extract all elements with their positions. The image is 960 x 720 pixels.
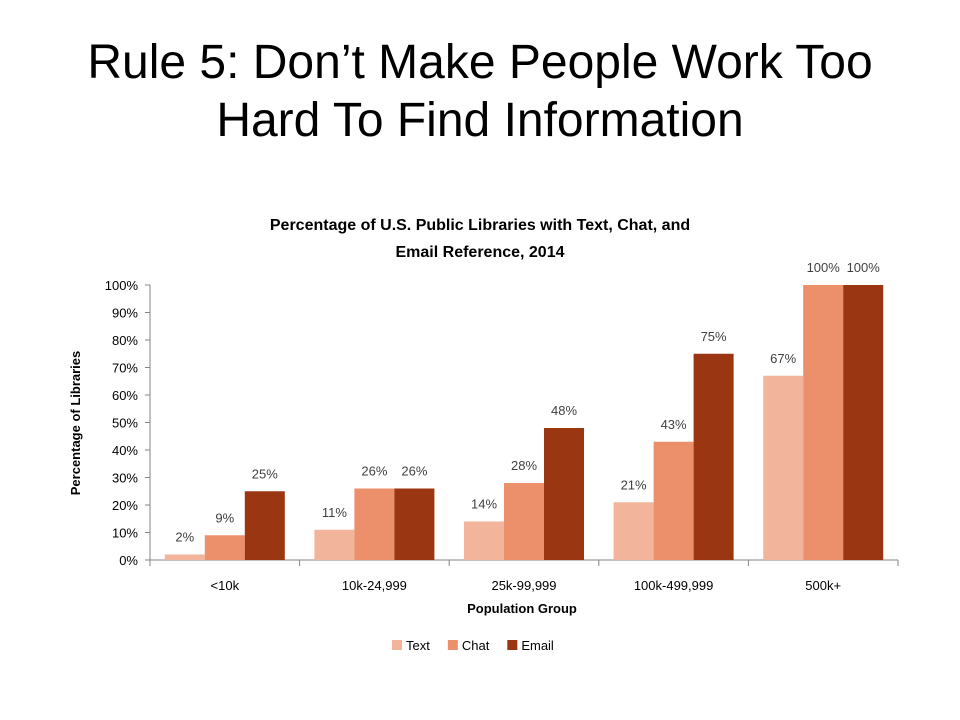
legend-label-text: Text (406, 638, 430, 653)
y-tick-label: 40% (112, 443, 138, 458)
data-label: 14% (471, 497, 497, 512)
chart-legend: Text Chat Email (392, 638, 554, 653)
y-tick-label: 30% (112, 471, 138, 486)
data-label: 48% (551, 403, 577, 418)
data-label: 21% (621, 477, 647, 492)
data-label: 26% (361, 464, 387, 479)
x-tick-label: <10k (211, 578, 240, 593)
y-tick-label: 20% (112, 498, 138, 513)
bar-chat (354, 488, 395, 560)
legend-label-email: Email (521, 638, 554, 653)
bar-email (843, 285, 884, 560)
y-axis-title: Percentage of Libraries (68, 351, 83, 496)
chart-title-line-1: Percentage of U.S. Public Libraries with… (270, 217, 690, 234)
data-label: 67% (770, 351, 796, 366)
y-tick-label: 80% (112, 333, 138, 348)
data-label: 100% (807, 260, 841, 275)
bar-email (394, 488, 435, 560)
x-tick-label: 10k-24,999 (342, 578, 407, 593)
legend-swatch-text (392, 640, 402, 650)
legend-label-chat: Chat (462, 638, 490, 653)
slide-title-line-1: Rule 5: Don’t Make People Work Too (87, 36, 873, 89)
data-label: 25% (252, 466, 278, 481)
data-label: 9% (215, 510, 234, 525)
slide-title-line-2: Hard To Find Information (216, 94, 744, 147)
y-tick-label: 50% (112, 416, 138, 431)
chart-bars (164, 285, 884, 560)
y-tick-label: 90% (112, 306, 138, 321)
legend-swatch-chat (447, 640, 458, 650)
y-tick-label: 100% (105, 278, 139, 293)
y-tick-label: 70% (112, 361, 138, 376)
data-label: 100% (847, 260, 881, 275)
y-tick-label: 0% (119, 553, 138, 568)
data-label: 28% (511, 458, 537, 473)
bar-email (544, 428, 584, 560)
x-axis-title: Population Group (467, 601, 577, 616)
bar-text (164, 554, 205, 560)
data-label: 26% (401, 464, 427, 479)
bar-text (464, 521, 504, 560)
slide-title: Rule 5: Don’t Make People Work Too Hard … (30, 34, 930, 150)
legend-swatch-email (507, 640, 518, 650)
chart-axes: 0% 10% 20% 30% 40% 50% 60% 70% 80% 90% 100% <10k 10k… (105, 278, 899, 593)
data-label: 2% (175, 530, 194, 545)
chart-title-line-2: Email Reference, 2014 (396, 244, 565, 261)
bar-chat (653, 441, 694, 560)
bar-chat (504, 483, 544, 560)
bar-text (763, 375, 804, 560)
data-label: 43% (661, 417, 687, 432)
bar-text (314, 529, 355, 560)
x-tick-label: 500k+ (805, 578, 841, 593)
y-tick-label: 10% (112, 526, 138, 541)
chart-data-labels: 2% 9% 25% 11% 26% 26% 14% 28% 48% 21% 43% 75% 67% 100… (175, 260, 880, 545)
data-label: 75% (701, 329, 727, 344)
bar-chat (803, 285, 844, 560)
y-tick-label: 60% (112, 388, 138, 403)
bar-email (244, 491, 285, 560)
x-tick-label: 100k-499,999 (634, 578, 714, 593)
x-tick-label: 25k-99,999 (491, 578, 556, 593)
bar-text (613, 502, 654, 560)
bar-chat (204, 535, 245, 560)
bar-email (693, 353, 734, 560)
data-label: 11% (322, 505, 347, 520)
